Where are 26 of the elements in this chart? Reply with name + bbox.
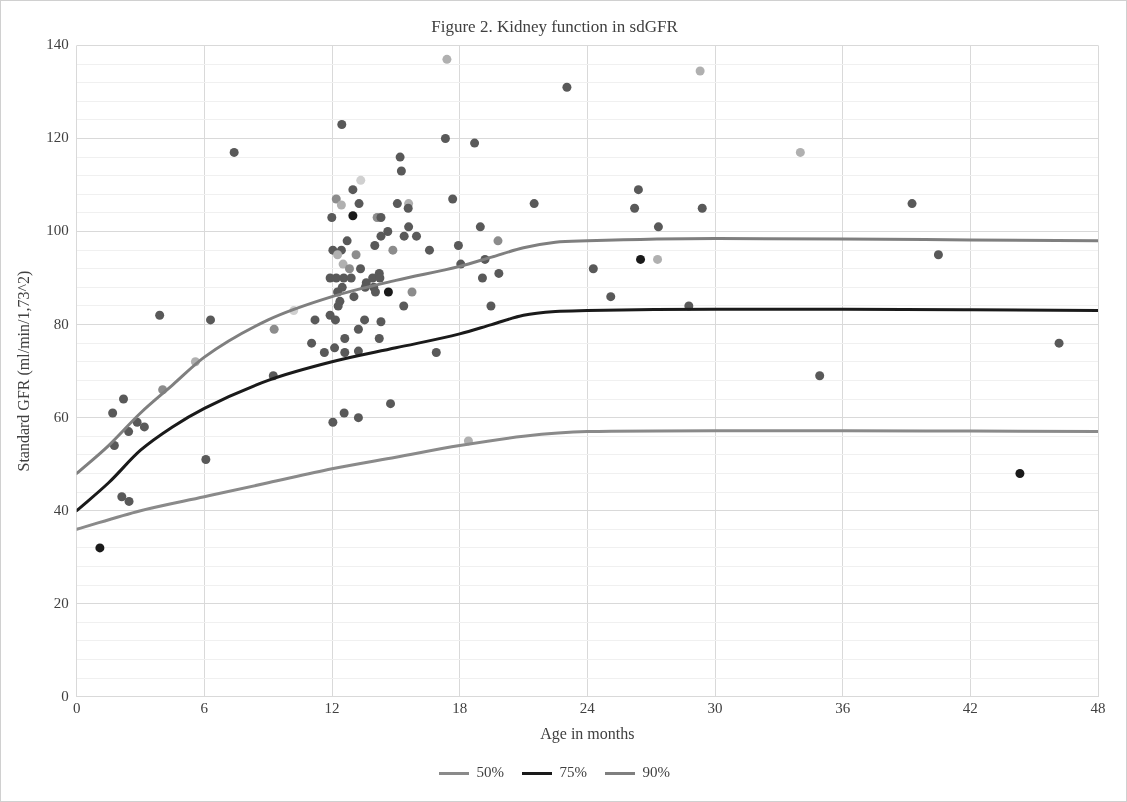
- chart-title: Figure 2. Kidney function in sdGFR: [431, 16, 679, 36]
- line-series: [76, 307, 1098, 513]
- x-tick-label: 18: [452, 699, 468, 716]
- x-tick-label: 30: [707, 699, 723, 716]
- line-series: [76, 429, 1098, 531]
- y-tick-label: 20: [53, 594, 69, 611]
- y-tick-label: 120: [46, 129, 69, 146]
- x-tick-label: 48: [1090, 699, 1106, 716]
- y-tick-label: 140: [46, 36, 69, 53]
- x-tick-label: 42: [962, 699, 978, 716]
- legend-label: 50%: [476, 764, 505, 781]
- line-series: [76, 236, 1098, 475]
- x-tick-label: 12: [324, 699, 340, 716]
- y-tick-label: 80: [53, 315, 69, 332]
- x-tick-label: 24: [579, 699, 596, 716]
- y-tick-label: 0: [61, 687, 69, 704]
- legend-label: 75%: [559, 764, 587, 781]
- y-tick-label: 60: [53, 408, 69, 425]
- x-tick-label: 36: [835, 699, 851, 716]
- x-tick-label: 6: [200, 699, 209, 716]
- legend-label: 90%: [642, 764, 670, 781]
- y-tick-label: 40: [53, 501, 69, 518]
- y-tick-label: 100: [46, 222, 69, 239]
- x-tick-label: 0: [72, 699, 81, 716]
- y-axis-title: Standard GFR (ml/min/1,73^2): [14, 270, 33, 472]
- x-axis-title: Age in months: [540, 724, 635, 743]
